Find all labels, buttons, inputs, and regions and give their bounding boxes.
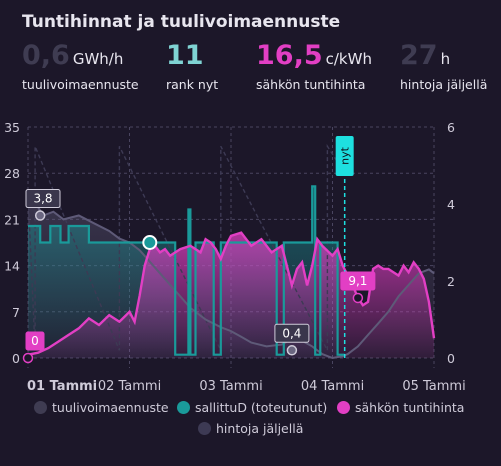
legend-item-remaining[interactable]: hintoja jäljellä (198, 421, 303, 436)
annotation-label: 3,8 (33, 192, 52, 206)
stat-value: 16,5 (256, 40, 323, 71)
legend-label: tuulivoimaennuste (52, 400, 169, 415)
y-right-tick-label: 4 (447, 197, 455, 212)
now-label: nyt (339, 146, 352, 164)
series-line-allowed (28, 185, 345, 356)
legend-dot-icon (337, 401, 350, 414)
annotations: 3,8 0 0,4 9,1 (22, 189, 376, 364)
stat-label: rank nyt (166, 77, 219, 92)
annotation-box (25, 189, 61, 209)
now-marker: nyt (335, 136, 354, 358)
y-right-tick-label: 6 (447, 120, 455, 135)
stat-unit: c/kWh (325, 50, 372, 68)
annotation-marker (34, 210, 46, 221)
legend-item-price[interactable]: sähkön tuntihinta (337, 400, 464, 415)
legend-dot-icon (34, 401, 47, 414)
legend-label: hintoja jäljellä (216, 421, 304, 436)
series-line-price (27, 231, 436, 356)
y-left-tick-label: 14 (4, 259, 20, 274)
series-areas (28, 186, 434, 358)
annotation-marker (286, 345, 298, 356)
y-left-tick-label: 21 (4, 212, 20, 227)
stat-label: hintoja jäljellä (400, 77, 488, 92)
stat-label: tuulivoimaennuste (22, 77, 139, 92)
legend-label: sallittuD (toteutunut) (195, 400, 328, 415)
stat-hourly-price[interactable]: 16,5 c/kWh sähkön tuntihinta (256, 40, 372, 92)
annotation-box (340, 271, 376, 291)
y-left-tick-label: 0 (12, 351, 20, 366)
annotation-label: 0,4 (282, 326, 301, 340)
y-left-tick-label: 28 (4, 166, 20, 181)
stat-value: 0,6 (22, 40, 70, 71)
x-tick-label: 03 Tammi (199, 379, 262, 394)
y-left-tick-label: 7 (12, 305, 20, 320)
y-left-tick-label: 35 (4, 120, 20, 135)
y-right-tick-label: 0 (447, 351, 455, 366)
stat-rank-now[interactable]: 11 rank nyt (166, 40, 218, 92)
series-lines (27, 143, 436, 360)
stat-value: 27 (400, 40, 438, 71)
stat-value: 11 (166, 40, 204, 71)
annotation-marker (352, 292, 364, 304)
annotation-label: 0 (31, 334, 39, 348)
stat-wind-forecast[interactable]: 0,6 GWh/h tuulivoimaennuste (22, 40, 139, 92)
stat-unit: GWh/h (72, 50, 124, 68)
card-title: Tuntihinnat ja tuulivoimaennuste (22, 12, 341, 32)
x-tick-label: 02 Tammi (98, 379, 161, 394)
annotation-box (274, 323, 310, 343)
stat-prices-remaining[interactable]: 27 h hintoja jäljellä (400, 40, 487, 92)
stat-unit: h (440, 50, 451, 68)
series-area-price (28, 232, 434, 358)
annotation-marker (22, 352, 34, 364)
series-line-remaining (27, 143, 346, 351)
legend-dot-icon (198, 422, 211, 435)
legend-item-allowed[interactable]: sallittuD (toteutunut) (177, 400, 327, 415)
stat-label: sähkön tuntihinta (256, 77, 366, 92)
series-line-wind (27, 195, 435, 360)
y-right-tick-label: 2 (447, 274, 455, 289)
x-tick-label: 05 Tammi (402, 379, 465, 394)
legend-dot-icon (177, 401, 190, 414)
current-point-marker (142, 235, 158, 250)
legend-label: sähkön tuntihinta (355, 400, 465, 415)
x-tick-label: 01 Tammi (27, 379, 97, 394)
x-tick-label: 04 Tammi (301, 379, 364, 394)
annotation-box (25, 331, 45, 351)
legend-item-wind[interactable]: tuulivoimaennuste (34, 400, 169, 415)
annotation-label: 9,1 (348, 274, 367, 288)
now-label-box (335, 136, 354, 176)
